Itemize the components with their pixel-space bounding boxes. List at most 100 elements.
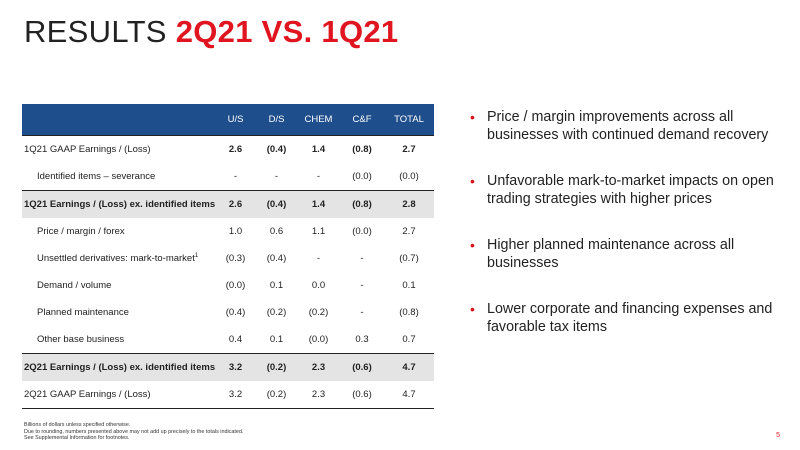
title-highlight: 2Q21 VS. 1Q21	[175, 14, 399, 49]
table-cell: (0.0)	[352, 226, 372, 237]
footnote-marker: 1	[194, 252, 199, 259]
row-label: 1Q21 Earnings / (Loss) ex. identified it…	[22, 190, 215, 218]
table-cell: 3.2	[215, 353, 256, 381]
footnote-line: Due to rounding, numbers presented above…	[24, 428, 244, 435]
table-row-subtotal: 1Q21 Earnings / (Loss) ex. identified it…	[22, 190, 434, 218]
bullet-text: Lower corporate and financing expenses a…	[487, 301, 773, 335]
row-label: Demand / volume	[37, 280, 112, 291]
table-cell: 0.6	[269, 226, 284, 237]
table-cell: 1.0	[228, 226, 243, 237]
column-header	[22, 104, 215, 136]
row-label: Identified items – severance	[37, 171, 156, 182]
table-row: 1Q21 GAAP Earnings / (Loss) 2.6 (0.4) 1.…	[22, 135, 434, 163]
row-label: Price / margin / forex	[37, 226, 125, 237]
table-row: 2Q21 GAAP Earnings / (Loss) 3.2 (0.2) 2.…	[22, 381, 434, 409]
table-cell: (0.6)	[340, 353, 384, 381]
table-cell: 0.4	[228, 334, 243, 345]
page-number: 5	[776, 432, 780, 439]
bullet-icon: •	[470, 237, 475, 253]
table-cell: -	[233, 171, 238, 182]
table-cell: 3.2	[215, 381, 256, 409]
table-cell: 2.7	[402, 226, 416, 237]
table-cell: 2.7	[384, 135, 434, 163]
column-header: TOTAL	[384, 104, 434, 136]
table-cell: 2.6	[215, 190, 256, 218]
table-cell: 2.8	[384, 190, 434, 218]
table-cell: -	[360, 253, 364, 264]
footnote-line: Billions of dollars unless specified oth…	[24, 422, 131, 428]
footnotes: Billions of dollars unless specified oth…	[24, 422, 243, 442]
slide-title: RESULTS 2Q21 VS. 1Q21	[24, 14, 398, 50]
bullet-item: • Lower corporate and financing expenses …	[470, 300, 790, 336]
table-cell: (0.2)	[266, 307, 287, 318]
table-row-subtotal: 2Q21 Earnings / (Loss) ex. identified it…	[22, 353, 434, 381]
bullet-item: • Price / margin improvements across all …	[470, 108, 790, 144]
table-cell: (0.0)	[399, 171, 419, 182]
row-label: Other base business	[37, 334, 125, 345]
table-row: Unsettled derivatives: mark-to-market1 (…	[22, 245, 434, 272]
table-cell: 1.1	[311, 226, 326, 237]
bullet-item: • Unfavorable mark-to-market impacts on o…	[470, 172, 790, 208]
table-cell: -	[274, 171, 279, 182]
bullet-icon: •	[470, 109, 475, 125]
table-row: Identified items – severance - - - (0.0)…	[22, 163, 434, 191]
row-label: 2Q21 Earnings / (Loss) ex. identified it…	[22, 353, 215, 381]
table-cell: 0.0	[311, 280, 326, 291]
key-points-list: • Price / margin improvements across all …	[470, 108, 790, 336]
table-cell: 1.4	[297, 190, 340, 218]
row-label: Unsettled derivatives: mark-to-market1	[37, 252, 199, 265]
column-header: U/S	[215, 104, 256, 136]
table-cell: (0.8)	[340, 190, 384, 218]
title-plain: RESULTS	[24, 14, 176, 49]
table-cell: 0.1	[269, 280, 284, 291]
table-cell: (0.4)	[256, 135, 297, 163]
bullet-icon: •	[470, 173, 475, 189]
bullet-icon: •	[470, 301, 475, 317]
table-cell: 1.4	[297, 135, 340, 163]
table-cell: 2.3	[297, 381, 340, 409]
bullet-text: Price / margin improvements across all b…	[487, 109, 769, 143]
table-cell: -	[360, 307, 364, 318]
table-cell: (0.8)	[340, 135, 384, 163]
table-cell: (0.6)	[340, 381, 384, 409]
footnote-line: See Supplemental Information for footnot…	[24, 435, 130, 442]
table-cell: (0.2)	[256, 381, 297, 409]
table-cell: (0.8)	[399, 307, 419, 318]
table-cell: (0.4)	[225, 307, 246, 318]
column-header: D/S	[256, 104, 297, 136]
table-header-row: U/S D/S CHEM C&F TOTAL	[22, 104, 434, 136]
column-header: C&F	[340, 104, 384, 136]
table-cell: 0.1	[402, 280, 416, 291]
table-cell: -	[316, 171, 321, 182]
table-cell: (0.2)	[308, 307, 329, 318]
row-label: 1Q21 GAAP Earnings / (Loss)	[22, 135, 215, 163]
column-header: CHEM	[297, 104, 340, 136]
table-cell: 0.3	[355, 334, 369, 345]
row-label: Planned maintenance	[37, 307, 129, 318]
table-cell: 2.6	[215, 135, 256, 163]
table-cell: (0.4)	[266, 253, 287, 264]
table-cell: (0.0)	[352, 171, 372, 182]
table-row: Price / margin / forex 1.0 0.6 1.1 (0.0)…	[22, 218, 434, 245]
table-cell: 0.7	[402, 334, 416, 345]
bullet-item: • Higher planned maintenance across all b…	[470, 236, 790, 272]
table-cell: 4.7	[384, 353, 434, 381]
table-row: Planned maintenance (0.4) (0.2) (0.2) - …	[22, 299, 434, 326]
table-cell: (0.2)	[256, 353, 297, 381]
table-cell: 4.7	[384, 381, 434, 409]
bullet-text: Higher planned maintenance across all bu…	[487, 237, 735, 271]
table-cell: (0.7)	[399, 253, 419, 264]
table-row: Demand / volume (0.0) 0.1 0.0 - 0.1	[22, 272, 434, 299]
table-cell: -	[316, 253, 321, 264]
table-cell: -	[360, 280, 364, 291]
table-cell: (0.3)	[225, 253, 246, 264]
row-label: 2Q21 GAAP Earnings / (Loss)	[22, 381, 215, 409]
table-cell: (0.4)	[256, 190, 297, 218]
table-row: Other base business 0.4 0.1 (0.0) 0.3 0.…	[22, 326, 434, 354]
table-cell: (0.0)	[308, 334, 329, 345]
bullet-text: Unfavorable mark-to-market impacts on op…	[487, 173, 774, 207]
table-cell: 0.1	[269, 334, 284, 345]
table-cell: (0.0)	[225, 280, 246, 291]
table-cell: 2.3	[297, 353, 340, 381]
earnings-bridge-table: U/S D/S CHEM C&F TOTAL 1Q21 GAAP Earning…	[22, 104, 434, 409]
